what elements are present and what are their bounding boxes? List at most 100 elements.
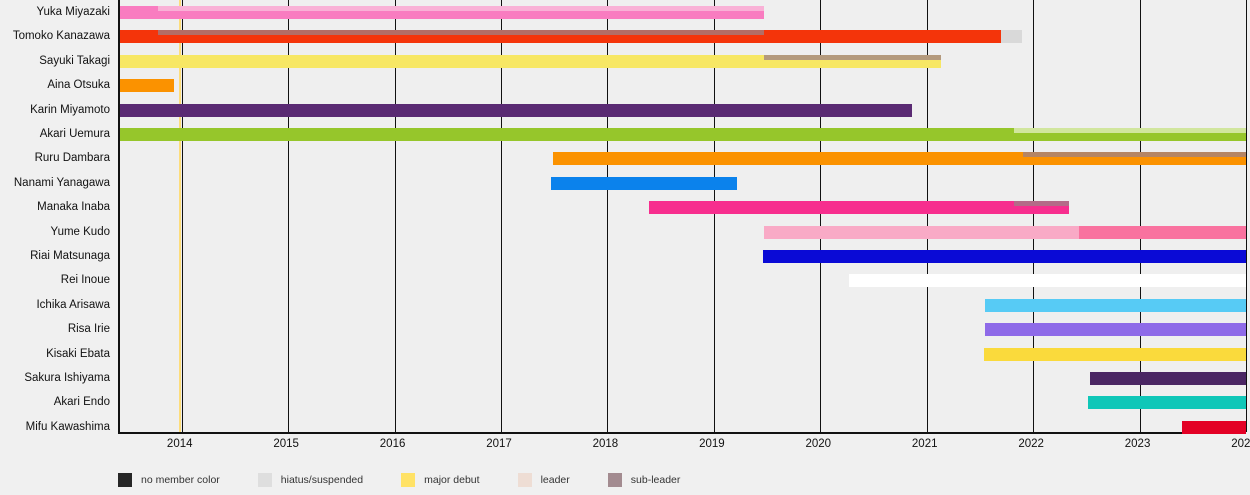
timeline-bar-member[interactable] [763,225,1079,239]
x-tick-2022: 2022 [1018,438,1044,450]
timeline-row[interactable]: Sayuki Takagi [39,49,1244,73]
timeline-row[interactable]: Ruru Dambara [35,146,1246,170]
row-label-aina-otsuka: Aina Otsuka [47,79,110,92]
gridline-2018 [607,0,609,432]
row-label-ichika-arisawa: Ichika Arisawa [36,298,110,311]
legend-swatch-icon [257,473,272,487]
legend-item-leader[interactable]: leader [517,473,570,487]
row-label-kisaki-ebata: Kisaki Ebata [46,347,110,360]
timeline-row[interactable]: Nanami Yanagawa [14,171,1244,195]
role-overlay-sub-leader [763,54,941,60]
gridline-2022 [1033,0,1035,432]
role-overlay-sub-leader [158,30,764,36]
x-tick-2014: 2014 [166,438,193,450]
legend-item-major-debut[interactable]: major debut [401,473,480,487]
legend-item-no-member-color[interactable]: no member color [118,473,220,487]
row-label-riai-matsunaga: Riai Matsunaga [30,250,110,262]
legend-label: major debut [424,474,480,486]
legend-swatch-icon [517,473,532,487]
timeline-row[interactable]: Akari Uemura [40,122,1246,146]
timeline-row[interactable]: Rei Inoue [61,268,1246,292]
timeline-row[interactable]: Risa Irie [68,317,1246,341]
legend-swatch-icon [607,473,622,487]
gridline-2024 [1246,0,1247,432]
x-tick-2019: 2019 [699,438,725,450]
timeline-row[interactable]: Karin Miyamoto [30,98,1244,122]
role-overlay-sub-leader [1013,201,1070,207]
row-label-karin-miyamoto: Karin Miyamoto [30,103,110,116]
timeline-bar-member[interactable] [120,128,1246,141]
legend-swatch-icon [401,473,416,487]
timeline-row[interactable]: Ichika Arisawa [36,293,1246,317]
timeline-bar-member[interactable] [120,103,912,117]
row-label-nanami-yanagawa: Nanami Yanagawa [13,176,110,189]
timeline-bar-member[interactable] [849,274,1246,288]
gridline-2019 [713,0,715,432]
gridline-2023 [1139,0,1141,432]
x-tick-2017: 2017 [486,438,512,450]
x-tick-2015: 2015 [273,438,299,450]
x-tick-2016: 2016 [379,438,406,450]
gridline-2020 [820,0,822,432]
role-overlay-leader [1013,128,1246,133]
gridline-2017 [501,0,502,432]
timeline-row[interactable]: Riai Matsunaga [30,244,1246,268]
timeline-row[interactable]: Yume Kudo [51,220,1246,244]
timeline-bar-hiatus[interactable] [1001,30,1023,44]
timeline-bar-member[interactable] [984,347,1246,361]
x-axis: 2014 2015 2016 2017 2018 2019 2020 2021 2022 2023… [0,434,1250,460]
legend-item-hiatus-suspended[interactable]: hiatus/suspended [257,473,364,487]
timeline-bar-member[interactable] [120,79,175,93]
row-label-sayuki-takagi: Sayuki Takagi [39,54,110,67]
x-tick-2020: 2020 [805,438,832,450]
timeline-bar-member[interactable] [985,298,1246,312]
row-label-yume-kudo: Yume Kudo [50,225,110,238]
timeline-bar-member[interactable] [1088,396,1246,410]
timeline-bar-member[interactable] [648,201,1070,215]
row-label-akari-endo: Akari Endo [53,396,110,409]
legend-label: sub-leader [630,474,681,486]
timeline-row[interactable]: Yuka Miyazaki [36,0,1244,24]
timeline-bar-member[interactable] [762,250,1246,263]
timeline-bar-member[interactable] [551,176,738,190]
timeline-row[interactable]: Akari Endo [54,390,1246,414]
timeline-rows: Yuka Miyazaki Tomoko Kanazawa Sayuki Takag… [13,0,1246,434]
gridline-2016 [394,0,396,432]
timeline-bar-member[interactable] [1078,225,1246,239]
timeline-row[interactable]: Sakura Ishiyama [24,366,1246,390]
timeline-bar-member[interactable] [1089,372,1246,385]
role-overlay-sub-leader [1022,152,1246,158]
row-label-yuka-miyazaki: Yuka Miyazaki [36,6,110,18]
timeline-bar-member[interactable] [985,323,1246,337]
row-label-mifu-kawashima: Mifu Kawashima [25,420,110,433]
timeline-row[interactable]: Tomoko Kanazawa [13,24,1244,48]
legend-label: hiatus/suspended [280,474,364,486]
x-tick-2024: 2024 [1231,438,1250,450]
x-tick-2018: 2018 [592,438,619,450]
row-label-sakura-ishiyama: Sakura Ishiyama [24,372,110,384]
row-label-akari-uemura: Akari Uemura [39,128,110,140]
timeline-row[interactable]: Mifu Kawashima [26,415,1246,439]
major-debut-marker [178,0,181,432]
x-tick-2023: 2023 [1124,438,1151,450]
gridline-2021 [926,0,928,432]
timeline-row[interactable]: Manaka Inaba [37,195,1244,219]
row-label-risa-irie: Risa Irie [67,323,110,336]
legend-label: no member color [141,474,220,486]
timeline-row[interactable]: Kisaki Ebata [46,342,1246,366]
row-label-tomoko-kanazawa: Tomoko Kanazawa [12,30,110,43]
legend-item-sub-leader[interactable]: sub-leader [607,473,681,487]
timeline-bar-member[interactable] [1182,420,1246,434]
gridline-2014 [181,0,183,432]
legend-swatch-icon [118,473,132,487]
timeline-row[interactable]: Aina Otsuka [47,73,1244,97]
chart-legend: no member color hiatus/suspended major deb… [0,465,1250,495]
gridline-2015 [288,0,290,432]
x-tick-2021: 2021 [911,438,938,450]
role-overlay-leader [158,6,764,11]
row-label-rei-inoue: Rei Inoue [60,274,110,287]
row-label-manaka-inaba: Manaka Inaba [37,201,110,214]
plot-area: Yuka Miyazaki Tomoko Kanazawa Sayuki Takag… [13,0,1247,434]
timeline-bar-member[interactable] [120,54,941,68]
